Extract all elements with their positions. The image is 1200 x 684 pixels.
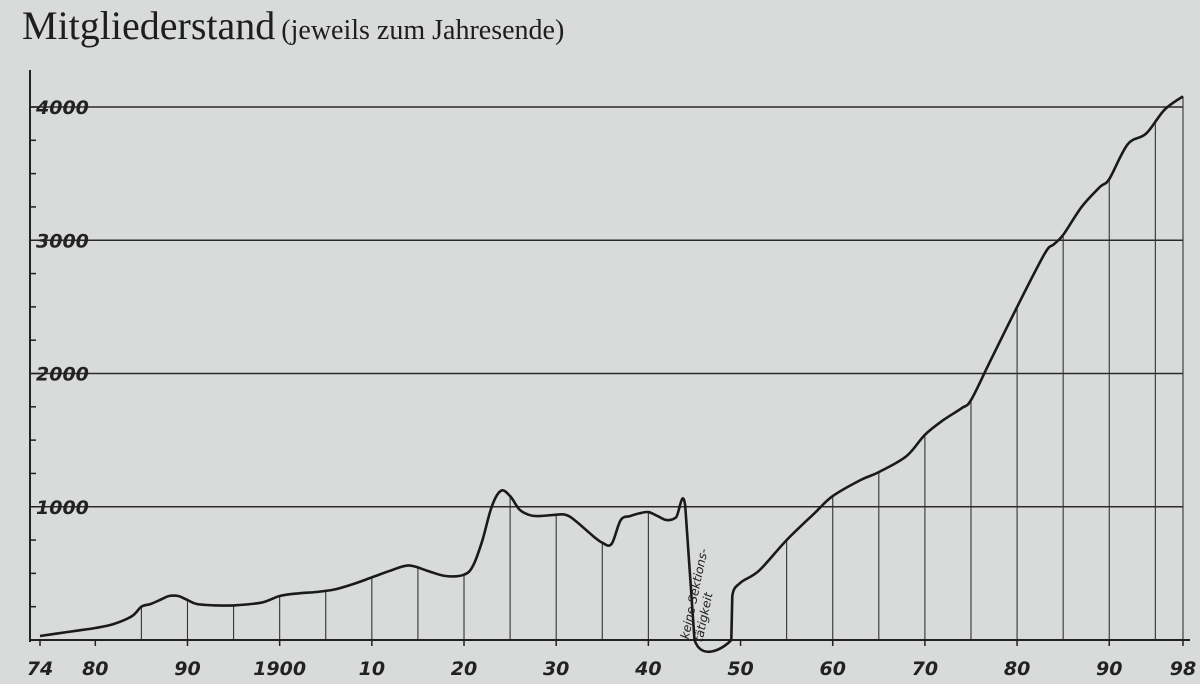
x-tick-label-1970: 70 [912, 658, 938, 680]
y-tick-label-1000: 1000 [36, 497, 89, 519]
x-tick-label-1910: 10 [359, 658, 385, 680]
tick-labels-layer: 1000 2000 3000 4000 74 80 90 1900 10 20 30 40 50 60 70… [27, 97, 1196, 680]
x-tick-label-1980: 80 [1004, 658, 1030, 680]
grid-layer [30, 106, 1183, 508]
membership-series-line [39, 95, 1184, 654]
x-tick-label-1960: 60 [819, 658, 845, 680]
x-tick-label-1874: 74 [27, 658, 53, 680]
annotation-no-activity: keine Sektions-tätigkeit [678, 547, 716, 643]
y-tick-label-4000: 4000 [35, 97, 89, 119]
drop-lines-layer [140, 96, 1184, 640]
annotation-layer: keine Sektions-tätigkeit [678, 547, 716, 643]
x-tick-label-1880: 80 [82, 658, 108, 680]
chart-title: Mitgliederstand (jeweils zum Jahresende) [22, 2, 564, 49]
x-tick-label-1920: 20 [451, 658, 477, 680]
axis-layer [29, 70, 1190, 646]
x-tick-label-1990: 90 [1096, 658, 1122, 680]
y-tick-label-3000: 3000 [36, 230, 89, 252]
chart-title-main: Mitgliederstand [22, 3, 276, 48]
x-tick-label-1930: 30 [543, 658, 569, 680]
y-tick-label-2000: 2000 [36, 364, 89, 386]
chart-subtitle: (jeweils zum Jahresende) [281, 15, 565, 46]
x-tick-label-1950: 50 [727, 658, 753, 680]
x-tick-label-1900: 1900 [253, 658, 306, 680]
series-layer [39, 95, 1184, 654]
x-tick-label-1998: 98 [1170, 658, 1196, 680]
x-tick-label-1940: 40 [634, 658, 661, 680]
x-tick-label-1890: 90 [174, 658, 200, 680]
